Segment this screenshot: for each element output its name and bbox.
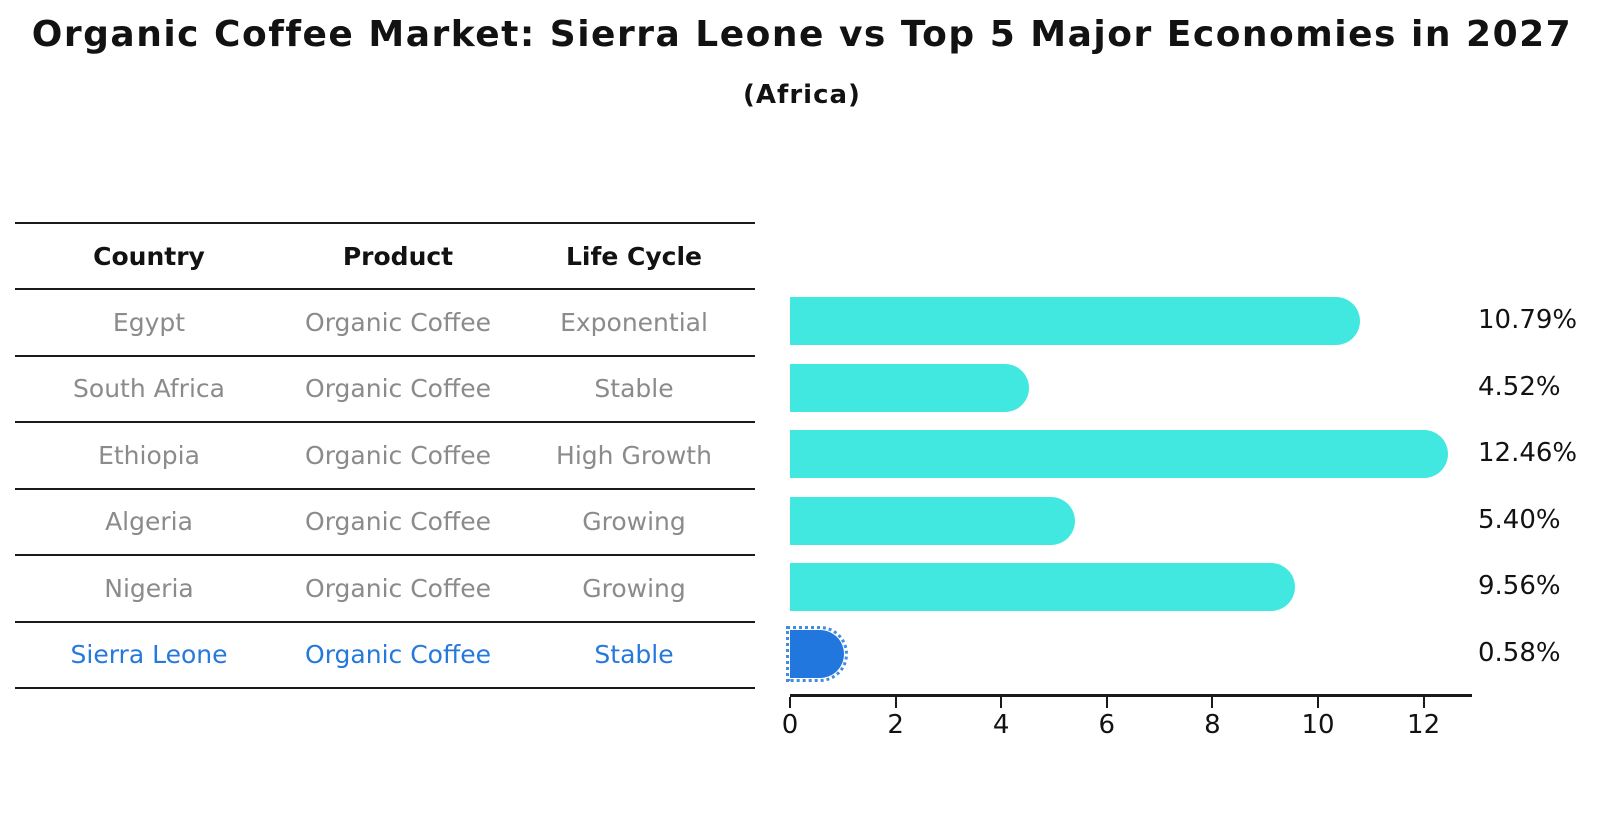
value-label-south-africa: 4.52%	[1478, 371, 1561, 402]
x-tick-2	[894, 697, 897, 708]
table-body: Egypt Organic Coffee Exponential South Afri…	[15, 290, 755, 687]
table-row-sierra-leone: Sierra Leone Organic Coffee Stable	[15, 623, 755, 688]
x-tick-label-4: 4	[992, 710, 1010, 740]
x-tick-label-10: 10	[1301, 710, 1335, 740]
table-header-row: Country Product Life Cycle	[15, 224, 755, 290]
country-table: Country Product Life Cycle Egypt Organic …	[15, 222, 755, 689]
cell-life-cycle: High Growth	[556, 440, 712, 470]
cell-product: Organic Coffee	[305, 307, 491, 337]
value-label-ethiopia: 12.46%	[1478, 438, 1578, 469]
cell-life-cycle: Stable	[594, 374, 674, 404]
cell-product: Organic Coffee	[305, 440, 491, 470]
table-row-south-africa: South Africa Organic Coffee Stable	[15, 357, 755, 423]
bar-ethiopia	[790, 430, 1448, 479]
value-label-sierra-leone: 0.58%	[1478, 637, 1561, 668]
x-tick-6	[1105, 697, 1108, 708]
chart-title: Organic Coffee Market: Sierra Leone vs T…	[31, 14, 1573, 55]
value-label-algeria: 5.40%	[1478, 504, 1561, 535]
bar-sierra-leone	[786, 625, 848, 682]
table-row-algeria: Algeria Organic Coffee Growing	[15, 490, 755, 556]
x-tick-10	[1317, 697, 1319, 708]
x-tick-label-6: 6	[1098, 710, 1116, 740]
bar-algeria	[790, 496, 1076, 545]
cell-life-cycle: Growing	[582, 507, 686, 537]
cell-life-cycle: Stable	[594, 640, 674, 670]
bar-egypt	[790, 297, 1360, 346]
x-tick-label-8: 8	[1204, 710, 1221, 740]
table-row-nigeria: Nigeria Organic Coffee Growing	[15, 556, 755, 623]
cell-life-cycle: Growing	[582, 573, 686, 603]
x-tick-0	[789, 697, 791, 708]
bar-nigeria	[790, 563, 1295, 612]
header-product: Product	[342, 241, 454, 271]
value-label-egypt: 10.79%	[1478, 305, 1578, 336]
value-label-nigeria: 9.56%	[1478, 571, 1561, 602]
x-tick-label-2: 2	[887, 710, 904, 740]
cell-country: Algeria	[105, 507, 193, 537]
table-row-ethiopia: Ethiopia Organic Coffee High Growth	[15, 423, 755, 490]
header-life-cycle: Life Cycle	[565, 241, 703, 271]
cell-product: Organic Coffee	[305, 507, 491, 537]
cell-product: Organic Coffee	[305, 573, 491, 603]
x-tick-label-12: 12	[1407, 710, 1441, 740]
cell-product: Organic Coffee	[305, 374, 491, 404]
cell-country: South Africa	[73, 374, 225, 404]
table-row-egypt: Egypt Organic Coffee Exponential	[15, 290, 755, 357]
cell-country: Egypt	[112, 307, 186, 337]
x-tick-label-0: 0	[781, 710, 799, 740]
x-tick-8	[1211, 697, 1214, 708]
x-tick-12	[1422, 697, 1425, 708]
cell-country: Nigeria	[104, 573, 194, 603]
bar-south-africa	[790, 363, 1029, 412]
cell-country: Sierra Leone	[70, 640, 228, 670]
x-axis-line	[790, 694, 1472, 697]
chart-subtitle: (Africa)	[743, 80, 861, 110]
x-tick-4	[1000, 697, 1003, 708]
cell-life-cycle: Exponential	[560, 307, 708, 337]
cell-product: Organic Coffee	[305, 640, 491, 670]
cell-country: Ethiopia	[98, 440, 200, 470]
header-country: Country	[93, 241, 205, 271]
